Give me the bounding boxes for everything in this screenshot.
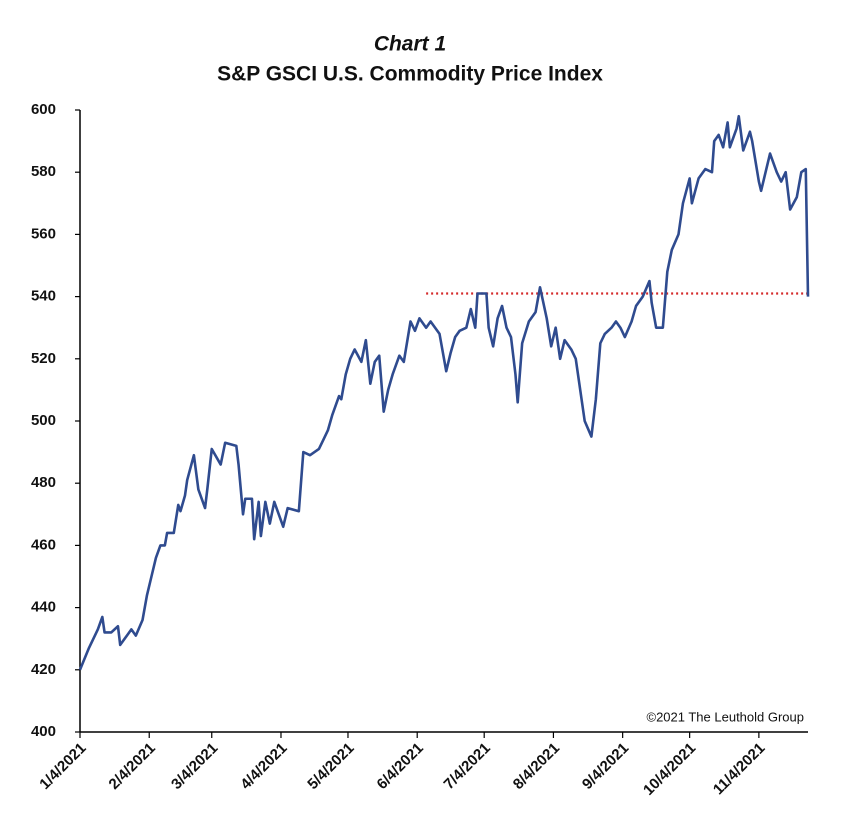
x-tick-label: 7/4/2021 (441, 740, 494, 793)
copyright-note: ©2021 The Leuthold Group (646, 709, 804, 724)
y-tick-label: 540 (31, 288, 56, 305)
y-tick-label: 500 (31, 412, 56, 429)
y-tick-label: 460 (31, 536, 56, 553)
x-tick-label: 5/4/2021 (304, 740, 357, 793)
chart-subtitle: S&P GSCI U.S. Commodity Price Index (217, 63, 603, 86)
y-tick-label: 480 (31, 474, 56, 491)
x-tick-label: 4/4/2021 (237, 740, 290, 793)
y-tick-label: 560 (31, 225, 56, 242)
y-tick-label: 440 (31, 599, 56, 616)
y-tick-label: 420 (31, 661, 56, 678)
x-tick-label: 3/4/2021 (168, 740, 221, 793)
x-tick-label: 11/4/2021 (710, 740, 769, 799)
chart-title: Chart 1 (374, 33, 446, 56)
x-tick-label: 2/4/2021 (106, 740, 159, 793)
x-tick-label: 6/4/2021 (374, 740, 427, 793)
x-tick-label: 10/4/2021 (640, 740, 699, 799)
price-line (78, 114, 810, 671)
y-tick-label: 600 (31, 101, 56, 118)
y-tick-label: 520 (31, 350, 56, 367)
x-tick-label: 1/4/2021 (36, 740, 89, 793)
x-tick-label: 9/4/2021 (579, 740, 632, 793)
y-tick-label: 580 (31, 163, 56, 180)
x-tick-label: 8/4/2021 (510, 740, 563, 793)
y-tick-label: 400 (31, 723, 56, 740)
